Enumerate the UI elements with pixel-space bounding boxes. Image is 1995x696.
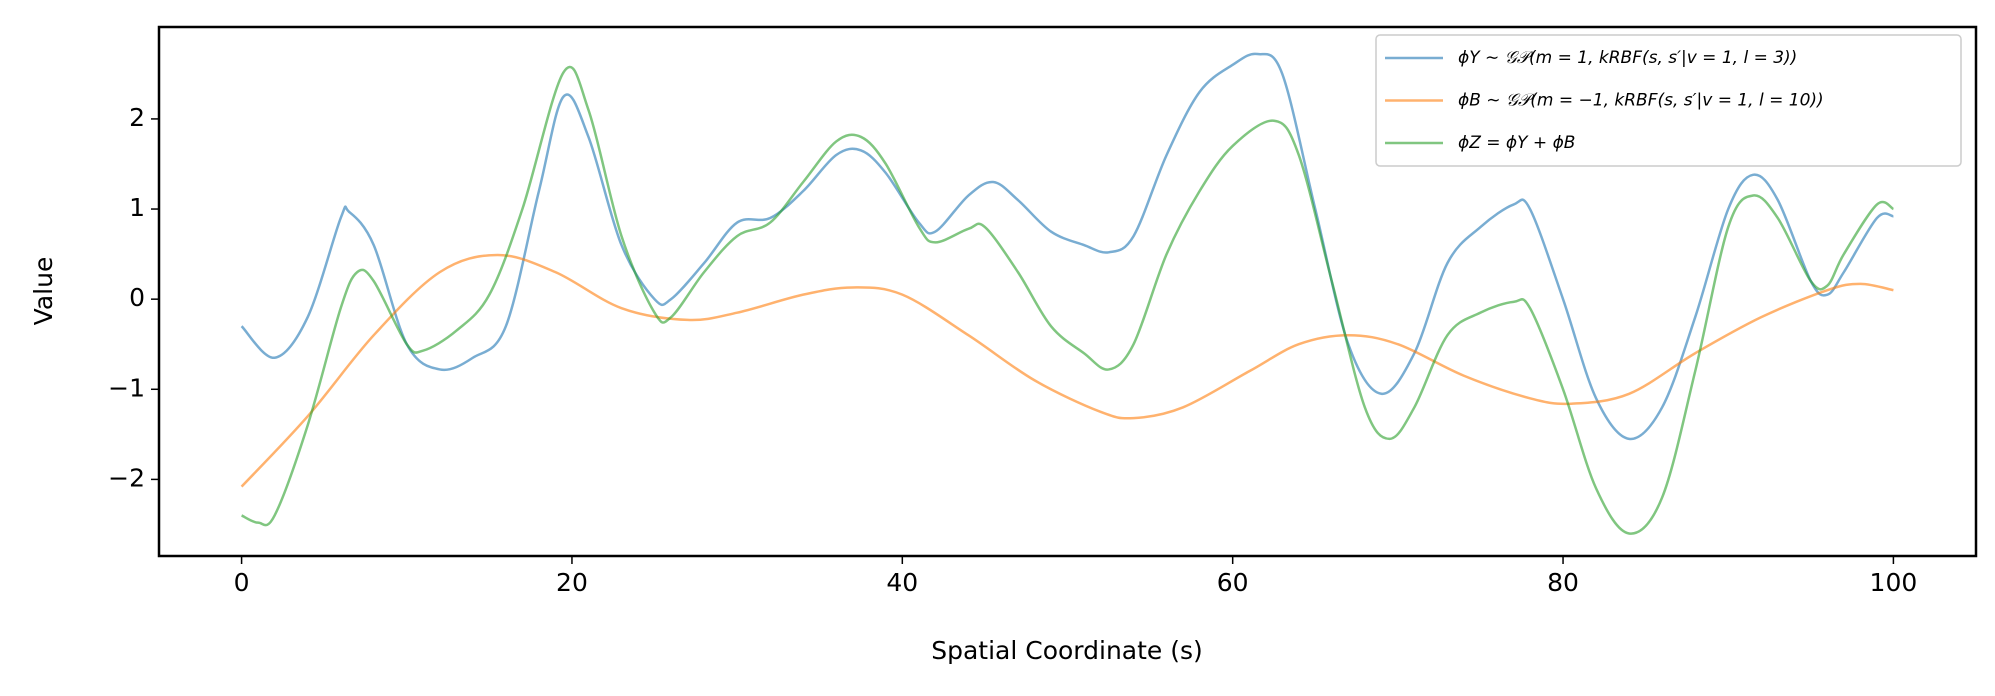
legend-label: ϕY ∼ 𝒢𝒫(m = 1, kRBF(s, s′|v = 1, l = 3)) — [1458, 48, 1797, 68]
y-tick-label: 2 — [129, 103, 145, 132]
y-tick-label: 1 — [129, 193, 145, 222]
y-tick-label: −2 — [108, 463, 145, 492]
x-tick-label: 20 — [556, 568, 588, 597]
series-line — [241, 65, 1895, 535]
series-line — [240, 253, 1894, 488]
series-line — [240, 52, 1894, 441]
x-tick-label: 40 — [886, 568, 918, 597]
legend-label: ϕB ∼ 𝒢𝒫(m = −1, kRBF(s, s′|v = 1, l = 10… — [1458, 91, 1824, 111]
x-tick-label: 80 — [1547, 568, 1579, 597]
y-tick-label: −1 — [108, 373, 145, 402]
y-tick-label: 0 — [129, 283, 145, 312]
x-tick-label: 100 — [1870, 568, 1918, 597]
legend-box — [1375, 34, 1962, 167]
x-tick-label: 0 — [234, 568, 250, 597]
y-axis-label: Value — [29, 257, 58, 326]
x-axis-label: Spatial Coordinate (s) — [931, 636, 1203, 665]
legend-label: ϕZ = ϕY + ϕB — [1458, 133, 1575, 153]
plot-frame — [157, 25, 1978, 558]
x-tick-label: 60 — [1217, 568, 1249, 597]
